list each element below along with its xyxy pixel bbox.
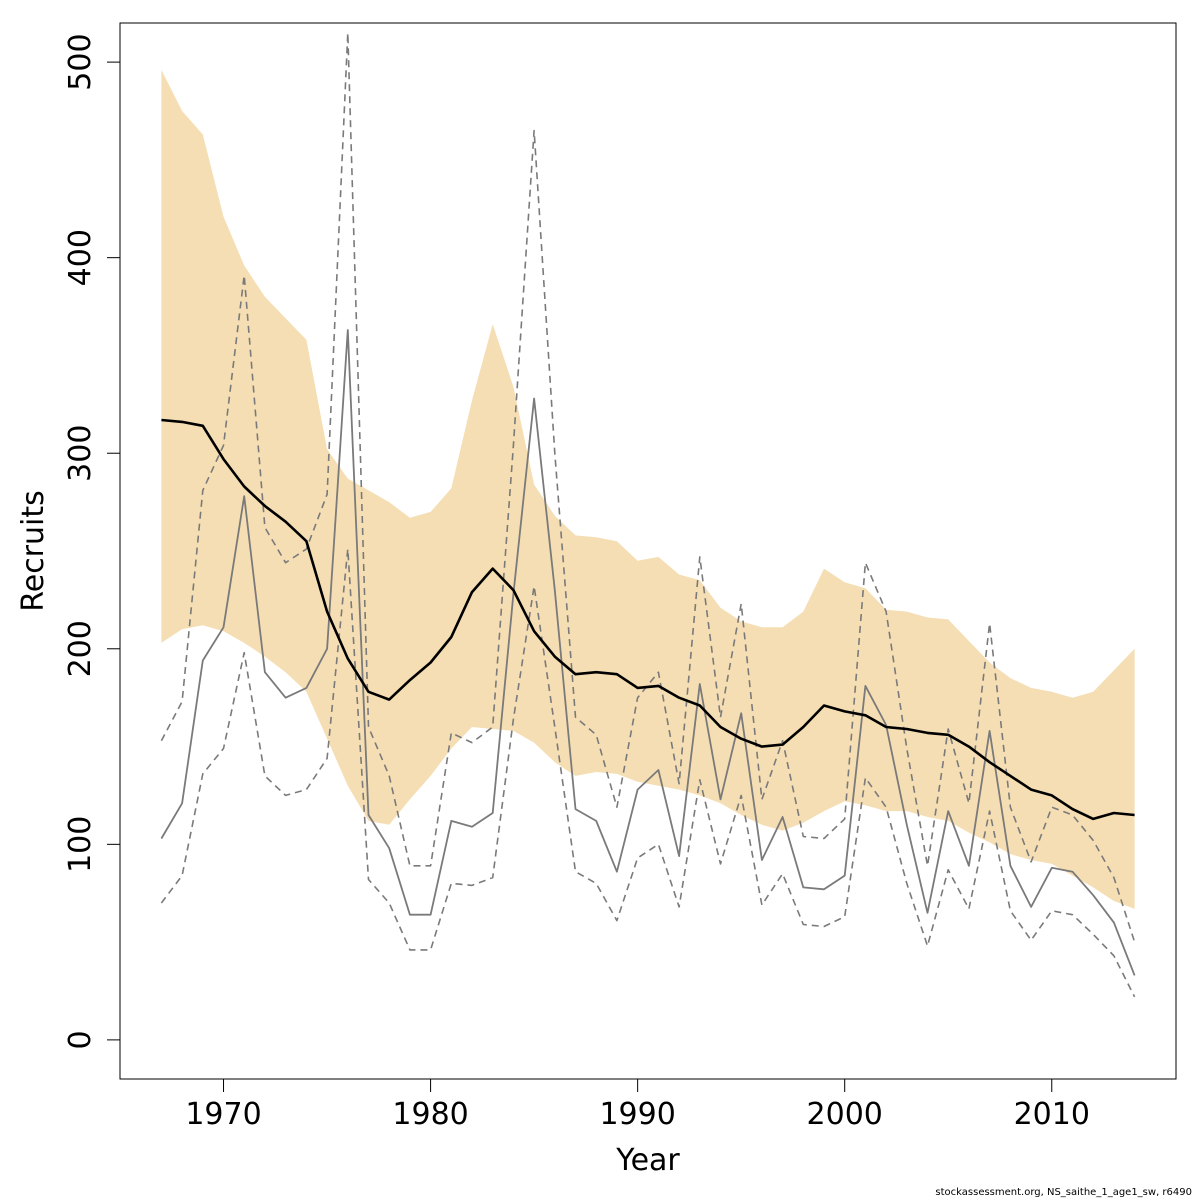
y-axis: 0 100 200 300 400 500 xyxy=(63,33,121,1049)
x-tick-label: 1970 xyxy=(185,1097,261,1132)
x-axis-title: Year xyxy=(615,1143,680,1178)
x-tick-label: 1980 xyxy=(392,1097,468,1132)
confidence-band xyxy=(161,69,1135,909)
x-tick-label: 2010 xyxy=(1014,1097,1090,1132)
y-tick-label: 300 xyxy=(63,425,98,482)
y-tick-label: 500 xyxy=(63,33,98,90)
y-tick-label: 400 xyxy=(63,229,98,286)
x-tick-label: 2000 xyxy=(807,1097,883,1132)
series-line-4 xyxy=(160,548,1136,998)
series-line-1 xyxy=(161,418,1135,821)
y-tick-label: 200 xyxy=(63,620,98,677)
x-axis: 1970 1980 1990 2000 2010 xyxy=(185,1078,1090,1132)
y-axis-title: Recruits xyxy=(16,490,51,612)
series-line-2 xyxy=(160,329,1136,976)
y-tick-label: 100 xyxy=(63,816,98,873)
source-caption: stockassessment.org, NS_saithe_1_age1_sw… xyxy=(935,1187,1192,1198)
x-tick-label: 1990 xyxy=(599,1097,675,1132)
y-tick-label: 0 xyxy=(63,1030,98,1049)
plot-area xyxy=(160,31,1136,998)
series-line-3 xyxy=(160,31,1136,943)
